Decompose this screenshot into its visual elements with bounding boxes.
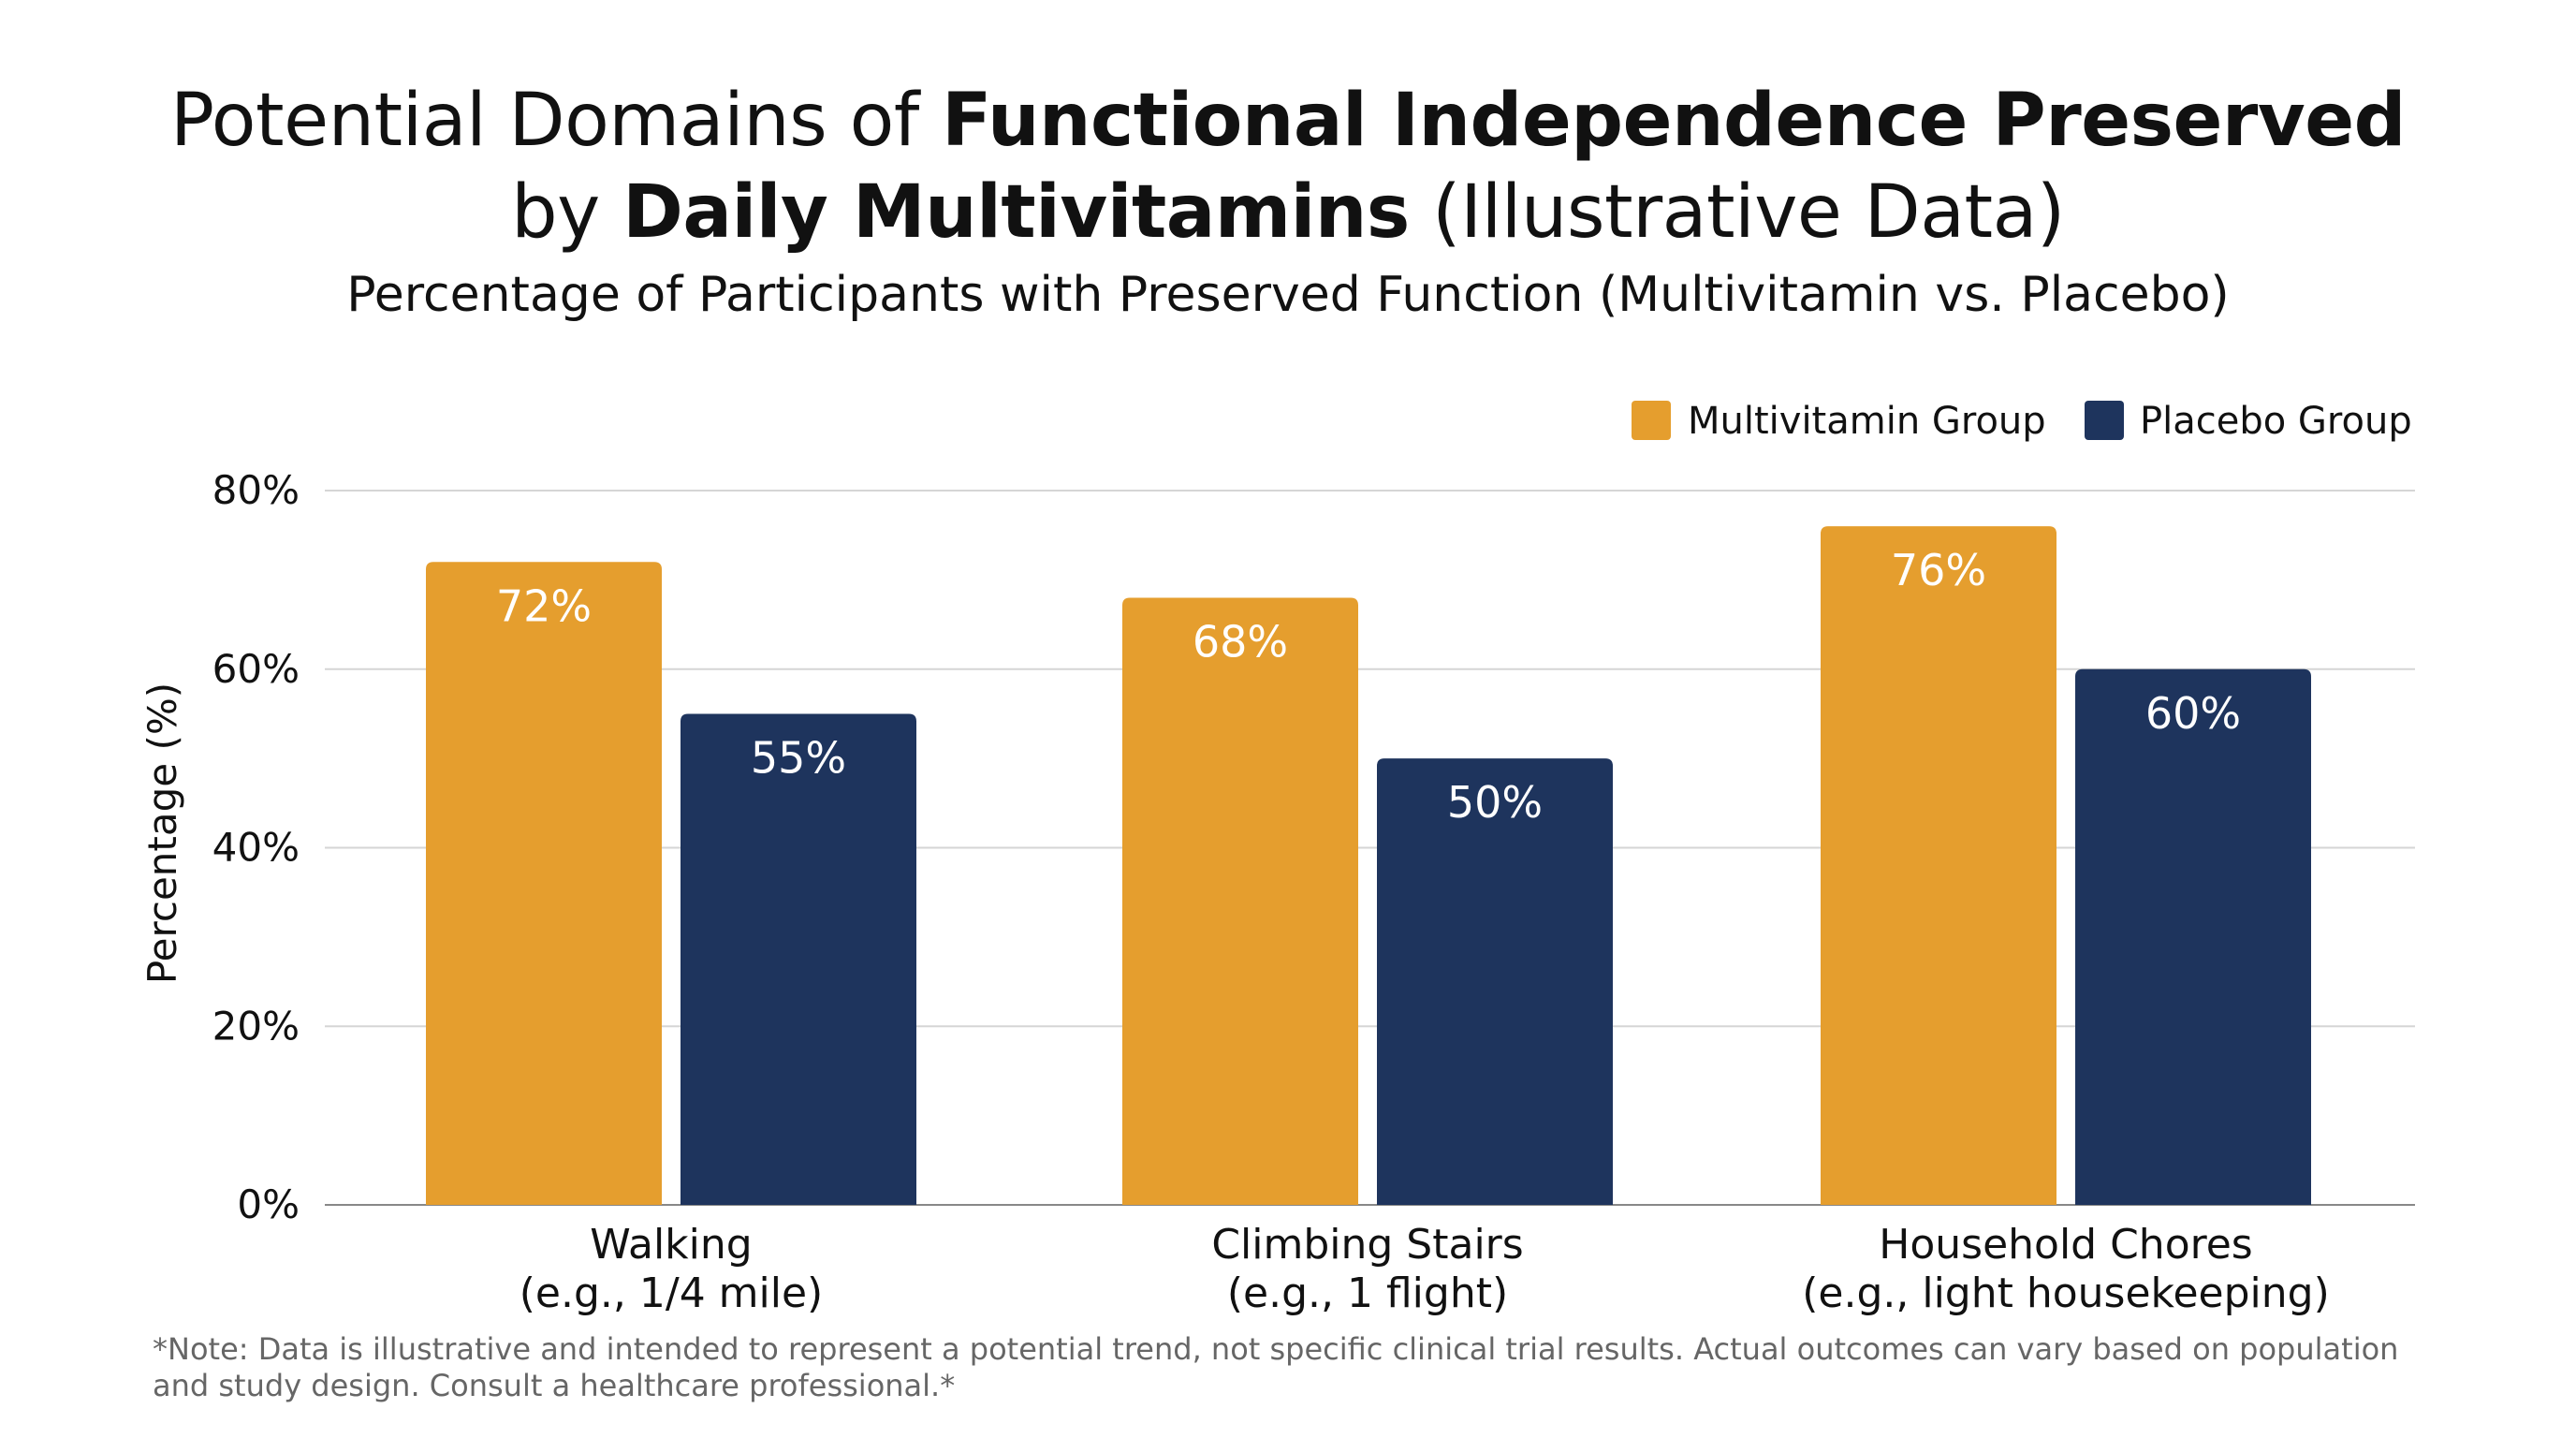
bar	[426, 562, 662, 1205]
x-tick-label: Climbing Stairs	[1211, 1221, 1523, 1269]
title-part: (Illustrative Data)	[1409, 170, 2065, 255]
data-label: 55%	[751, 732, 846, 783]
x-tick-label: (e.g., 1 flight)	[1227, 1269, 1508, 1317]
title-part: by	[511, 170, 623, 255]
title-emphasis: Functional Independence Preserved	[942, 79, 2406, 163]
chart-subtitle: Percentage of Participants with Preserve…	[346, 267, 2230, 323]
bar	[1122, 597, 1358, 1205]
title-part: Potential Domains of	[170, 79, 943, 163]
legend-swatch	[2085, 401, 2124, 440]
x-tick-label: (e.g., 1/4 mile)	[520, 1269, 823, 1317]
y-tick-label: 80%	[212, 467, 300, 513]
y-axis-label: Percentage (%)	[139, 682, 185, 984]
legend-label: Multivitamin Group	[1688, 400, 2046, 443]
y-tick-label: 40%	[212, 825, 300, 871]
chart-title-line-1: Potential Domains of Functional Independ…	[0, 75, 2576, 167]
y-tick-label: 20%	[212, 1003, 300, 1049]
data-label: 68%	[1193, 616, 1288, 667]
data-label: 50%	[1447, 777, 1543, 828]
data-label: 76%	[1891, 545, 1986, 595]
chart-title-line-2: by Daily Multivitamins (Illustrative Dat…	[0, 167, 2576, 258]
title-emphasis: Daily Multivitamins	[622, 170, 1410, 255]
bar	[1377, 758, 1613, 1205]
y-tick-label: 0%	[237, 1181, 300, 1227]
legend-swatch	[1632, 401, 1671, 440]
bar	[1821, 526, 2056, 1205]
x-tick-label: (e.g., light housekeeping)	[1802, 1269, 2330, 1317]
x-tick-label: Household Chores	[1879, 1221, 2252, 1269]
x-tick-label: Walking	[590, 1221, 752, 1269]
data-label: 72%	[496, 580, 592, 631]
data-label: 60%	[2145, 688, 2241, 739]
bar	[2075, 668, 2311, 1205]
y-tick-label: 60%	[212, 646, 300, 692]
bar	[681, 713, 916, 1205]
legend-label: Placebo Group	[2140, 400, 2412, 443]
chart-title-block: Potential Domains of Functional Independ…	[0, 75, 2576, 328]
footnote: *Note: Data is illustrative and intended…	[153, 1331, 2399, 1403]
